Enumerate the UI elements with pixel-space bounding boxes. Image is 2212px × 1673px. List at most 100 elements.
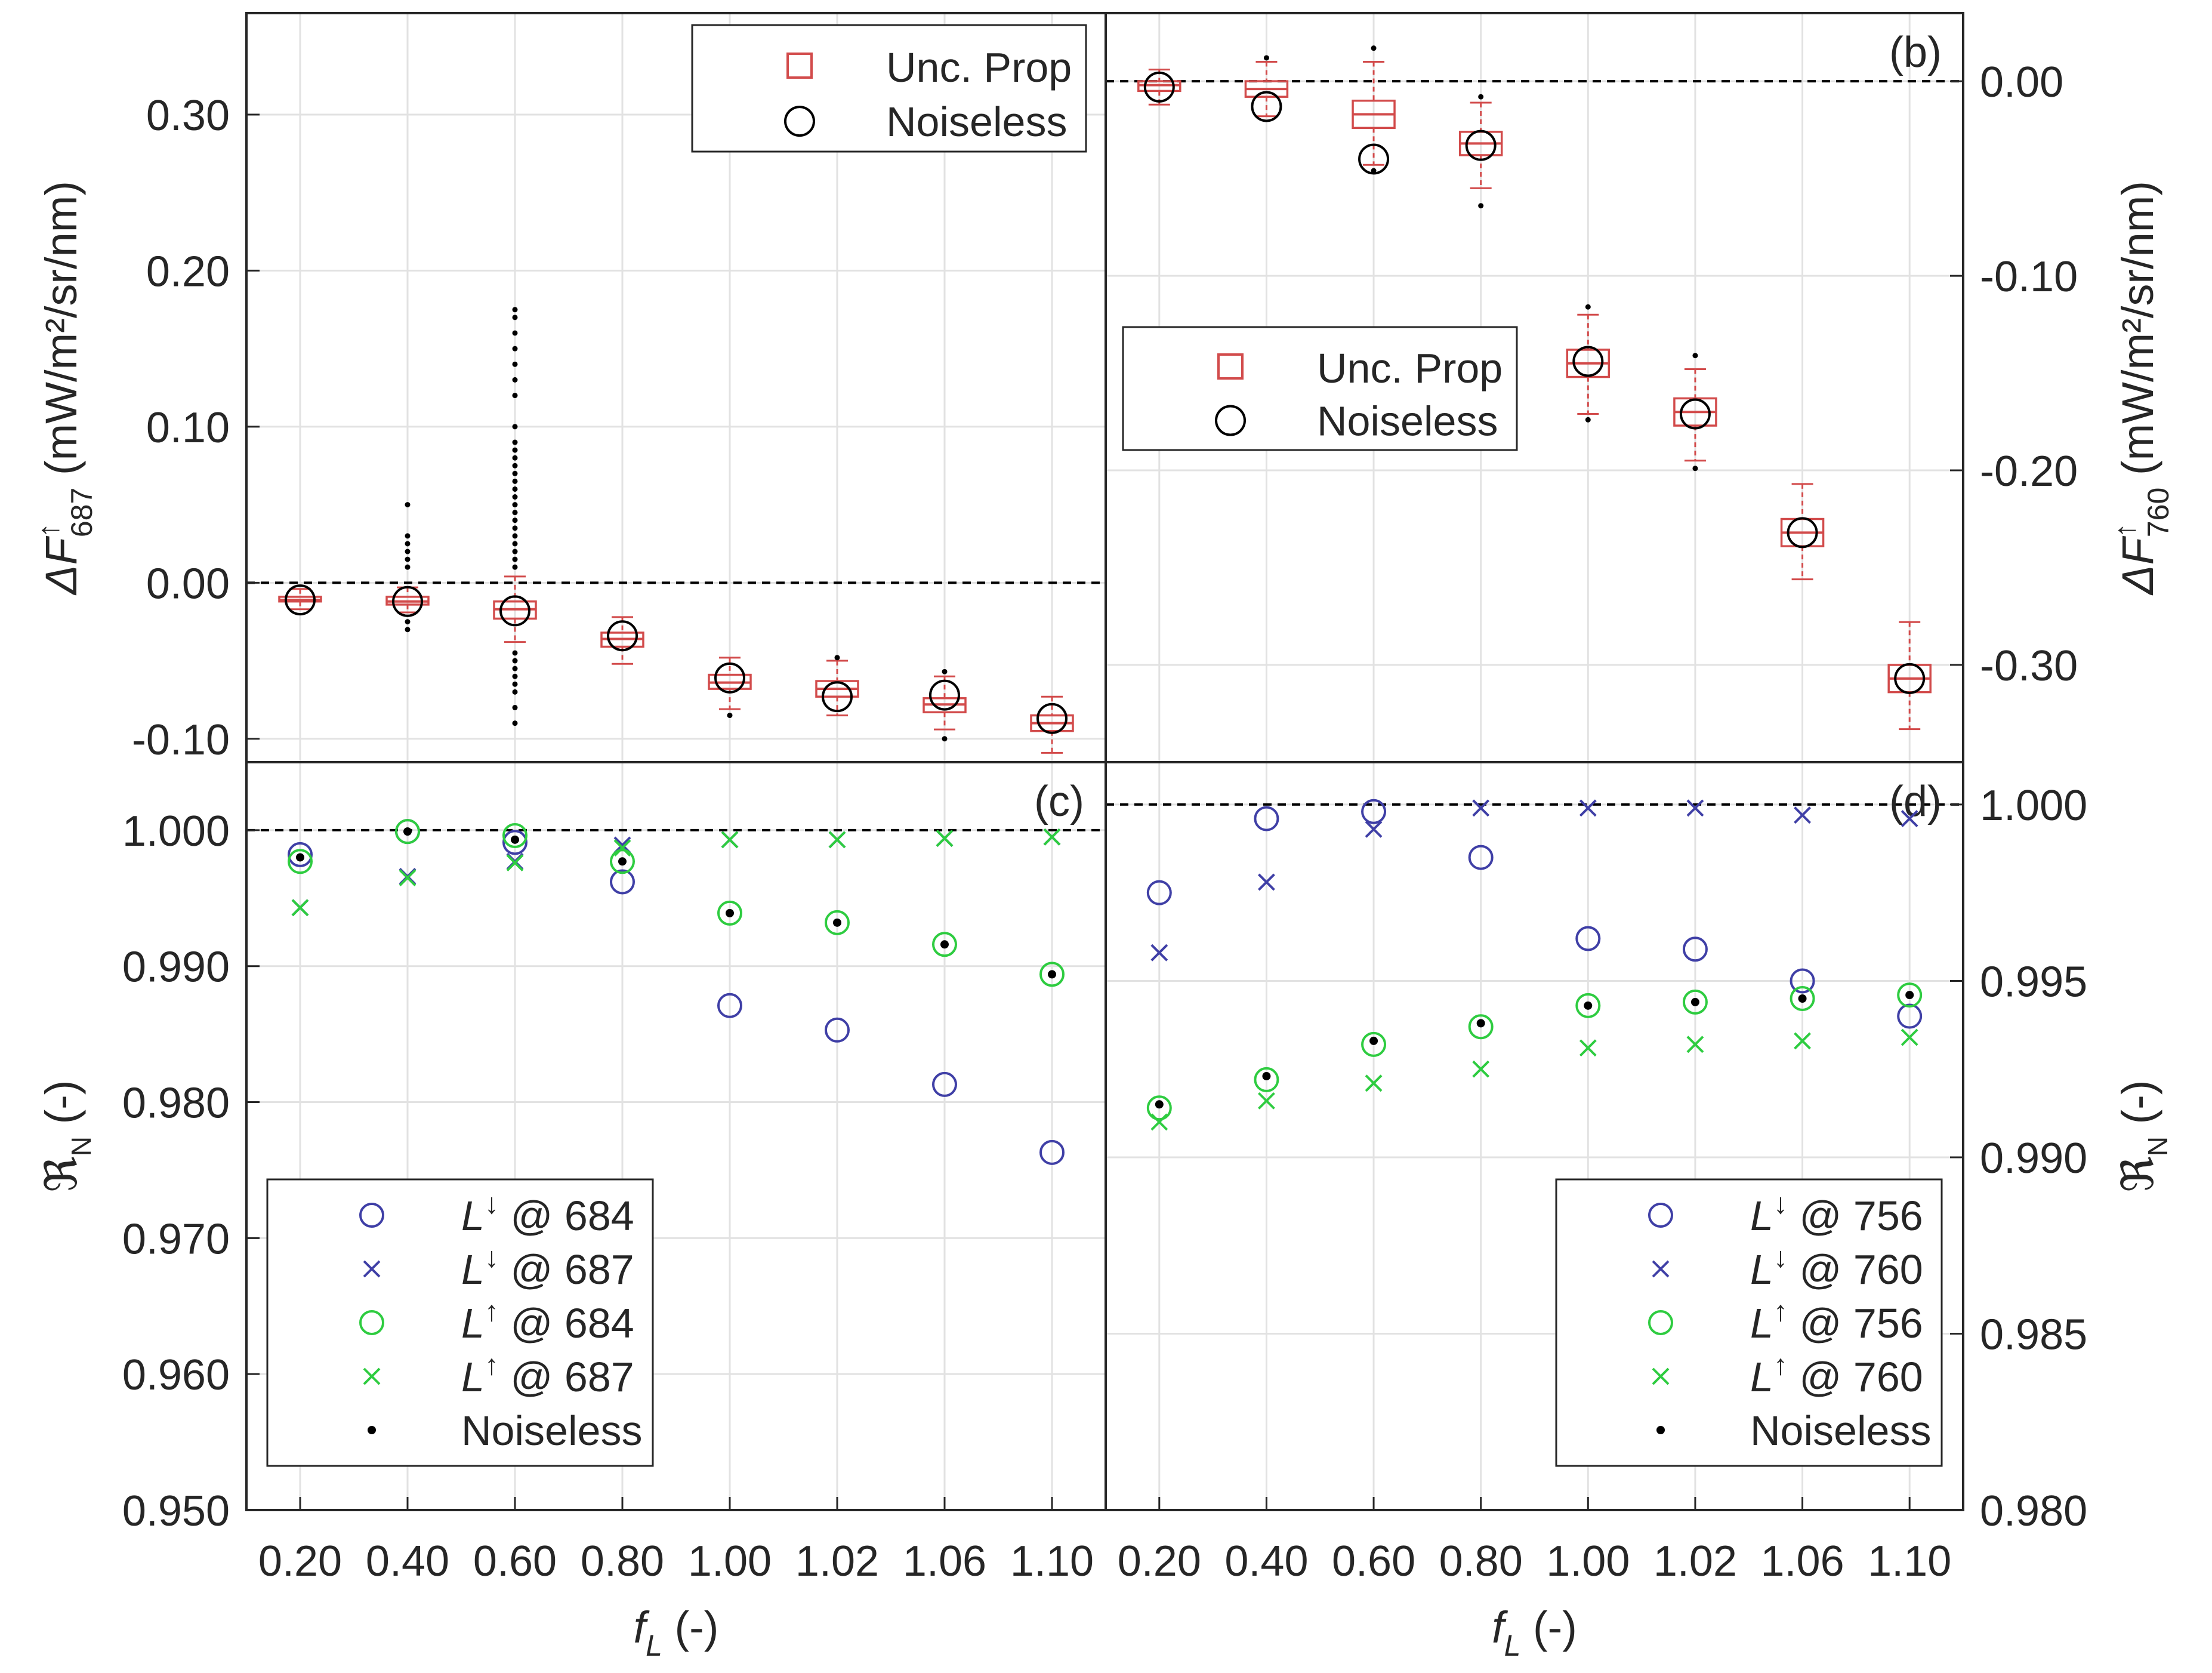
x-tick-label: 0.60: [1332, 1538, 1415, 1585]
noiseless-circle: [1251, 91, 1282, 122]
marker-dot: [1262, 1072, 1271, 1081]
marker-circle: [502, 830, 527, 855]
marker-x: [936, 830, 954, 847]
box-outlier: [512, 549, 518, 554]
noiseless-circle: [714, 662, 745, 694]
legend-label-base: L: [1750, 1300, 1773, 1347]
box-outlier: [1371, 45, 1377, 51]
legend-label: L↓ @ 756: [1750, 1188, 1923, 1239]
legend-label-rest: @ 760: [1788, 1354, 1923, 1400]
y-tick-label: 0.990: [1980, 1135, 2087, 1182]
marker-circle: [502, 823, 527, 849]
legend-label-sup: ↑: [1773, 1350, 1788, 1381]
marker-x: [1043, 828, 1061, 846]
y-tick-label: 0.10: [146, 404, 230, 452]
legend-marker: [363, 1367, 381, 1385]
legend-label-rest: @ 684: [499, 1193, 634, 1239]
box-outlier: [512, 681, 518, 687]
x-label-unit: (-): [662, 1603, 719, 1652]
marker-circle: [1897, 982, 1923, 1008]
marker-circle: [288, 849, 313, 874]
box-outlier: [1692, 466, 1698, 472]
legend-label: Unc. Prop: [886, 44, 1072, 91]
x-tick-label: 0.20: [258, 1538, 342, 1585]
x-tick-label: 1.02: [795, 1538, 879, 1585]
legend-marker: [1648, 1310, 1673, 1335]
box-outlier: [512, 315, 518, 321]
box-outlier: [512, 470, 518, 476]
box-outlier: [512, 704, 518, 710]
noiseless-circle: [1465, 130, 1497, 161]
x-axis-label: fL (-): [1492, 1603, 1577, 1662]
marker-circle: [610, 849, 635, 874]
noiseless-circle: [1787, 517, 1818, 549]
y-tick-label: 0.00: [146, 560, 230, 608]
marker-dot: [1369, 1036, 1378, 1045]
box-outlier: [512, 673, 518, 679]
x-tick-label: 0.80: [581, 1538, 664, 1585]
box-outlier: [512, 689, 518, 695]
y-label-main: ℜ: [36, 1156, 86, 1192]
x-tick-label: 1.00: [1546, 1538, 1630, 1585]
box-outlier: [512, 533, 518, 539]
y-label-unit: (-): [2113, 1080, 2162, 1137]
box-outlier: [512, 658, 518, 664]
noiseless-circle: [1894, 663, 1926, 694]
marker-dot: [1155, 1100, 1164, 1109]
marker-circle: [610, 869, 635, 895]
noiseless-circle: [285, 584, 316, 616]
legend-marker: [1652, 1260, 1670, 1278]
box-outlier: [405, 627, 411, 633]
marker-circle: [1682, 936, 1708, 962]
marker-circle: [1468, 1014, 1494, 1040]
panel-frame: [1105, 761, 1964, 1511]
noiseless-circle: [929, 679, 960, 711]
marker-x: [1794, 1032, 1811, 1050]
marker-circle: [1254, 806, 1279, 831]
legend-label-rest: @ 687: [499, 1246, 634, 1293]
box-outlier: [834, 655, 840, 661]
marker-x: [506, 854, 524, 871]
box-outlier: [512, 478, 518, 484]
legend-label-base: L: [1750, 1246, 1773, 1293]
legend-circle-marker: [1215, 405, 1246, 436]
noiseless-circle: [1358, 143, 1390, 175]
x-tick-label: 1.10: [1868, 1538, 1951, 1585]
marker-dot: [1048, 970, 1056, 979]
legend-marker: [359, 1310, 384, 1335]
panel-label: (b): [1889, 29, 1942, 76]
legend-label-sup: ↑: [485, 1350, 499, 1381]
noiseless-circle: [822, 681, 853, 713]
marker-x: [399, 869, 417, 887]
legend-marker: [1652, 1367, 1670, 1385]
legend-label: L↓ @ 684: [461, 1188, 634, 1239]
y-tick-label: -0.30: [1980, 642, 2078, 690]
legend-label: Noiseless: [1317, 398, 1498, 445]
x-tick-label: 1.06: [1760, 1538, 1844, 1585]
y-tick-label: 1.000: [1980, 782, 2087, 830]
marker-circle: [1039, 1139, 1065, 1165]
y-tick-label: 0.960: [122, 1351, 230, 1399]
y-label-sub: 760: [2142, 488, 2175, 537]
legend-label: L↑ @ 684: [461, 1296, 634, 1347]
box-outlier: [405, 533, 411, 539]
legend-label: L↑ @ 760: [1750, 1350, 1923, 1400]
legend-label: L↓ @ 687: [461, 1242, 634, 1293]
box-outlier: [512, 650, 518, 656]
x-tick-label: 1.00: [688, 1538, 772, 1585]
box-outlier: [727, 713, 733, 719]
legend-marker: [359, 1203, 384, 1228]
y-label-sup: ↑: [2108, 523, 2142, 538]
y-tick-label: 0.30: [146, 92, 230, 140]
marker-x: [1258, 1092, 1275, 1110]
marker-x: [1365, 1074, 1383, 1092]
y-tick-label: 1.000: [122, 808, 230, 855]
y-label-main: ℜ: [2113, 1156, 2162, 1192]
y-tick-label: 0.990: [122, 944, 230, 991]
box-outlier: [1585, 417, 1591, 423]
marker-x: [1794, 806, 1811, 824]
marker-circle: [1468, 845, 1494, 870]
legend-label: Noiseless: [886, 98, 1067, 145]
box-outlier: [512, 564, 518, 570]
